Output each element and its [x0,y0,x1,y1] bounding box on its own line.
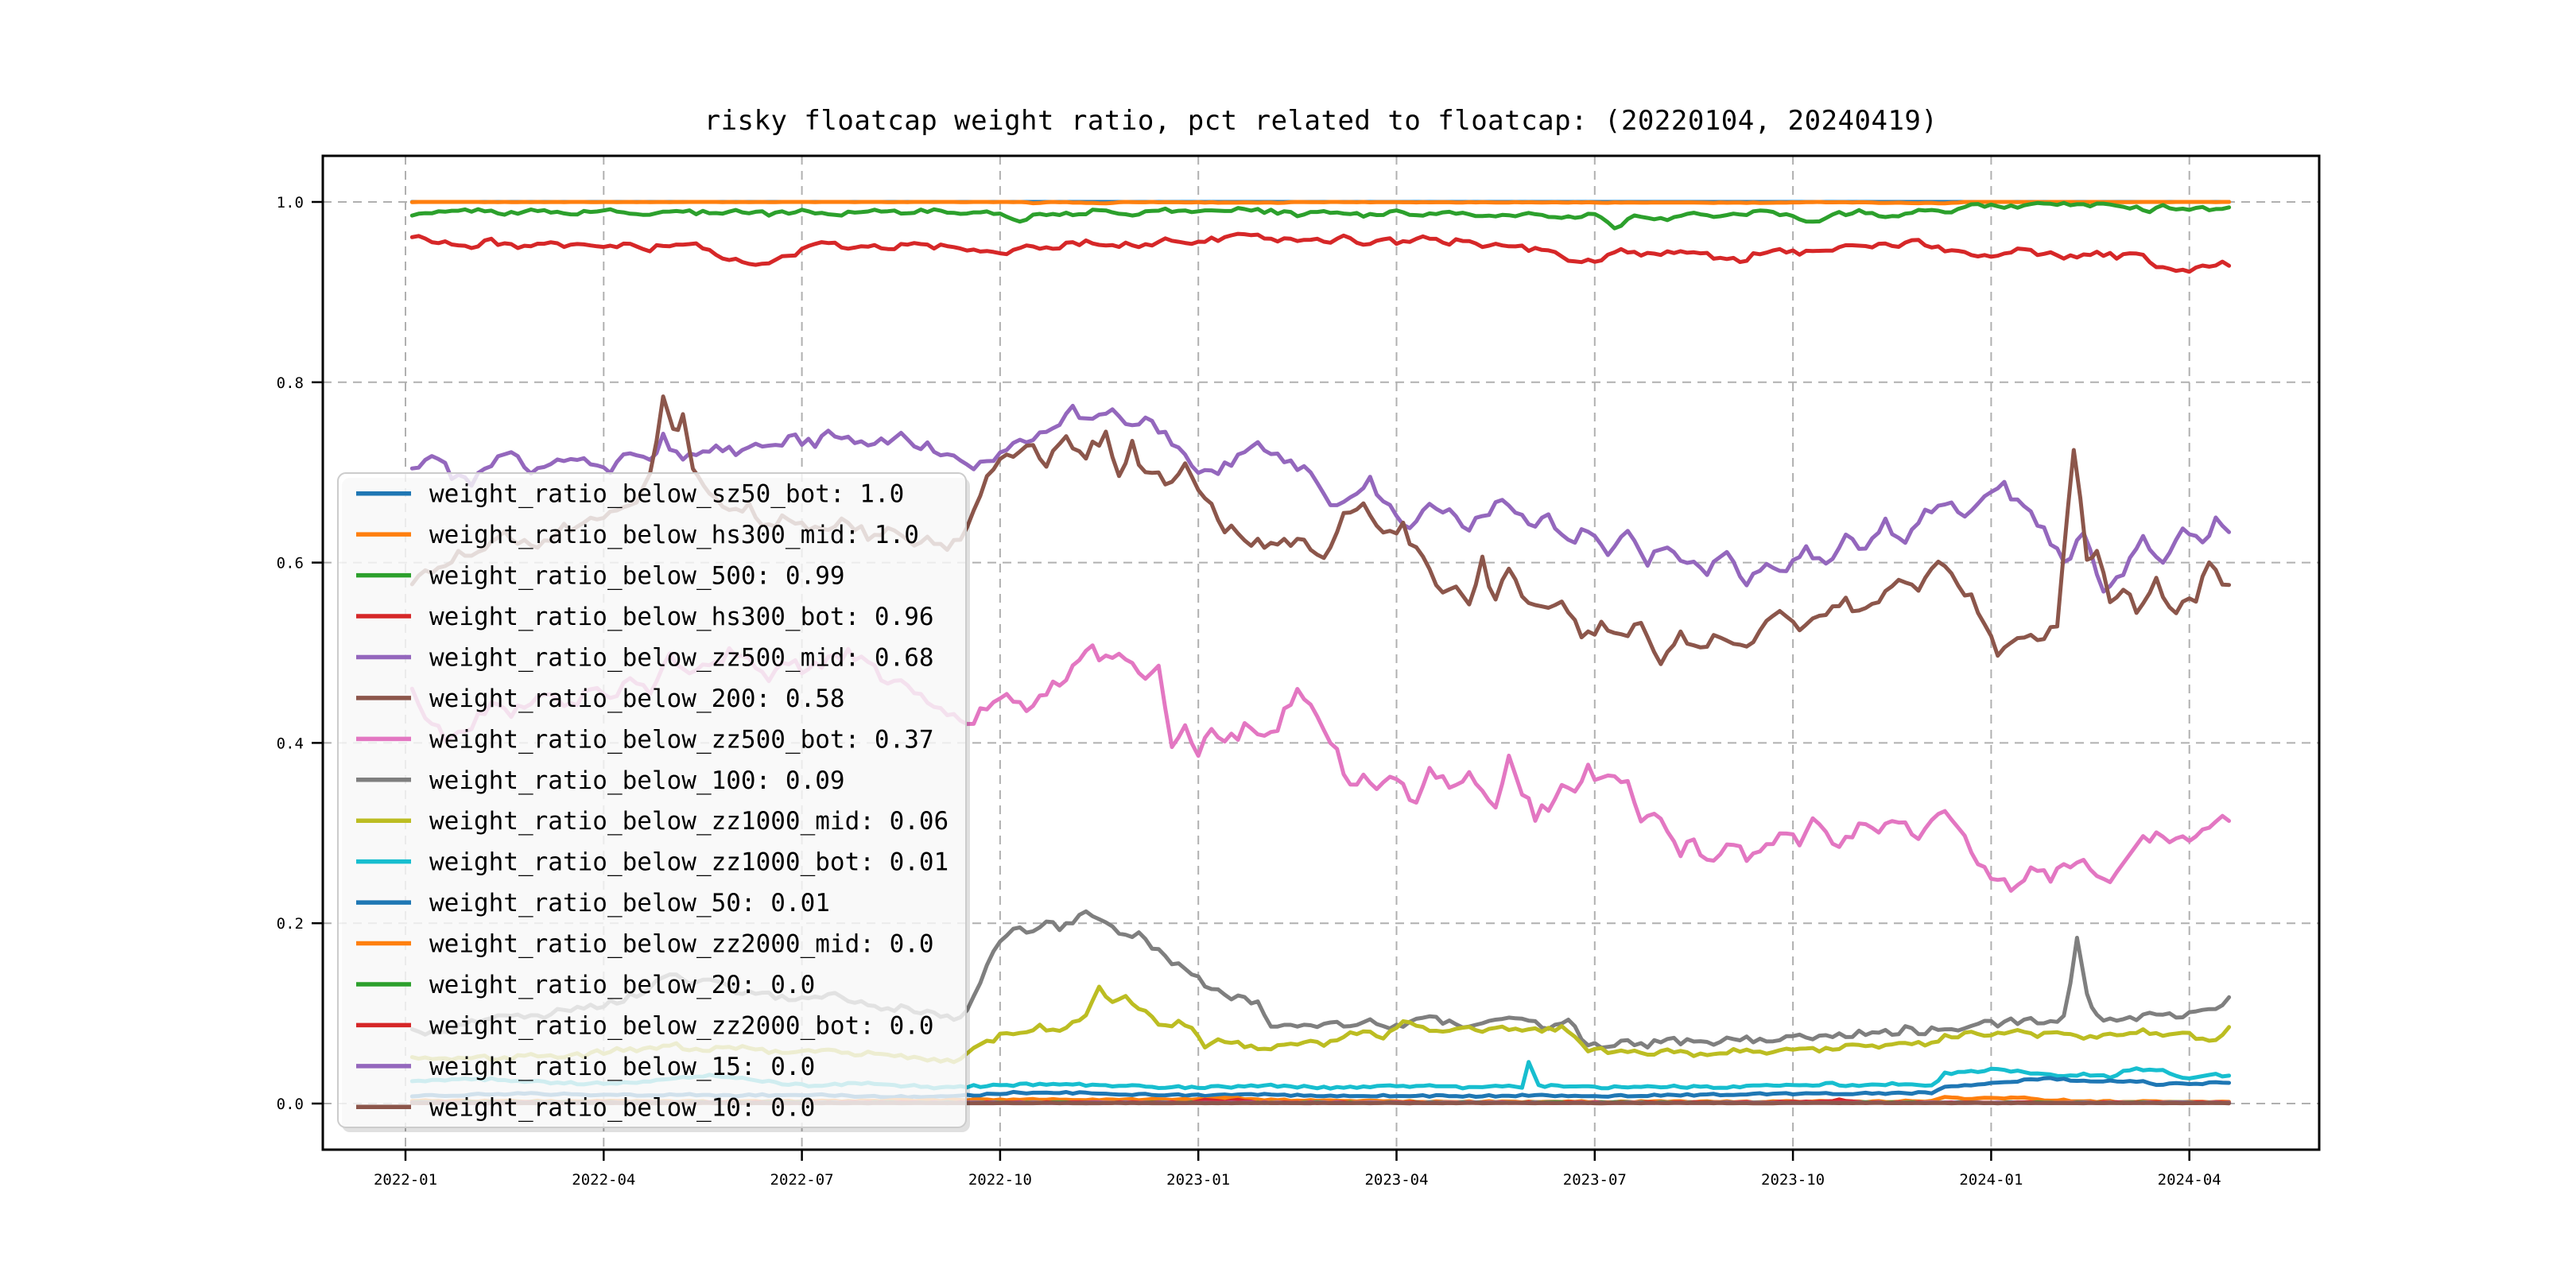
x-tick-label: 2022-01 [374,1171,437,1189]
x-tick-label: 2023-04 [1364,1171,1428,1189]
legend-label-weight_ratio_below_10: weight_ratio_below_10: 0.0 [429,1093,815,1122]
legend-label-weight_ratio_below_zz2000_bot: weight_ratio_below_zz2000_bot: 0.0 [429,1011,934,1040]
y-tick-label: 0.6 [277,555,304,572]
x-axis-labels: 2022-01 2022-04 2022-07 2022-10 2023-01 2023-… [374,1171,2221,1189]
series-line-weight_ratio_below_hs300_bot [409,231,2232,274]
axis-ticks [312,200,2190,1161]
x-tick-label: 2023-07 [1563,1171,1627,1189]
legend-label-weight_ratio_below_zz1000_bot: weight_ratio_below_zz1000_bot: 0.01 [429,848,949,877]
y-tick-label: 0.0 [277,1096,304,1113]
legend-label-weight_ratio_below_sz50_bot: weight_ratio_below_sz50_bot: 1.0 [429,480,904,509]
y-tick-label: 0.4 [277,735,304,752]
legend-box [337,472,967,1128]
legend-label-weight_ratio_below_200: weight_ratio_below_200: 0.58 [429,685,845,713]
legend-label-weight_ratio_below_50: weight_ratio_below_50: 0.01 [429,889,830,918]
legend-label-weight_ratio_below_zz2000_mid: weight_ratio_below_zz2000_mid: 0.0 [429,930,934,959]
legend-label-weight_ratio_below_hs300_mid: weight_ratio_below_hs300_mid: 1.0 [429,521,919,549]
series-line-weight_ratio_below_500 [409,200,2232,231]
x-tick-label: 2023-01 [1166,1171,1230,1189]
legend-label-weight_ratio_below_zz500_bot: weight_ratio_below_zz500_bot: 0.37 [429,725,934,754]
chart-title: risky floatcap weight ratio, pct related… [704,105,1938,137]
x-tick-label: 2024-01 [1959,1171,2023,1189]
y-tick-label: 0.2 [277,915,304,933]
x-tick-label: 2022-04 [572,1171,635,1189]
x-tick-label: 2024-04 [2158,1171,2221,1189]
legend-label-weight_ratio_below_500: weight_ratio_below_500: 0.99 [429,562,845,591]
x-tick-label: 2022-10 [968,1171,1032,1189]
legend-label-weight_ratio_below_20: weight_ratio_below_20: 0.0 [429,971,815,999]
legend-label-weight_ratio_below_zz1000_mid: weight_ratio_below_zz1000_mid: 0.06 [429,807,949,836]
y-axis-labels: 0.0 0.2 0.4 0.6 0.8 1.0 [277,194,304,1113]
legend: weight_ratio_below_sz50_bot: 1.0 weight_r… [337,472,970,1132]
series-line-weight_ratio_below_hs300_mid [409,200,2232,206]
legend-label-weight_ratio_below_hs300_bot: weight_ratio_below_hs300_bot: 0.96 [429,603,934,631]
series-line-weight_ratio_below_zz500_mid [409,403,2232,594]
legend-label-weight_ratio_below_100: weight_ratio_below_100: 0.09 [429,766,845,795]
x-tick-label: 2022-07 [770,1171,834,1189]
y-tick-label: 0.8 [277,374,304,392]
y-tick-label: 1.0 [277,194,304,211]
legend-label-weight_ratio_below_15: weight_ratio_below_15: 0.0 [429,1053,815,1081]
x-tick-label: 2023-10 [1761,1171,1825,1189]
legend-label-weight_ratio_below_zz500_mid: weight_ratio_below_zz500_mid: 0.68 [429,643,934,672]
plot-border [321,154,2321,1151]
series-lines [409,200,2232,1106]
